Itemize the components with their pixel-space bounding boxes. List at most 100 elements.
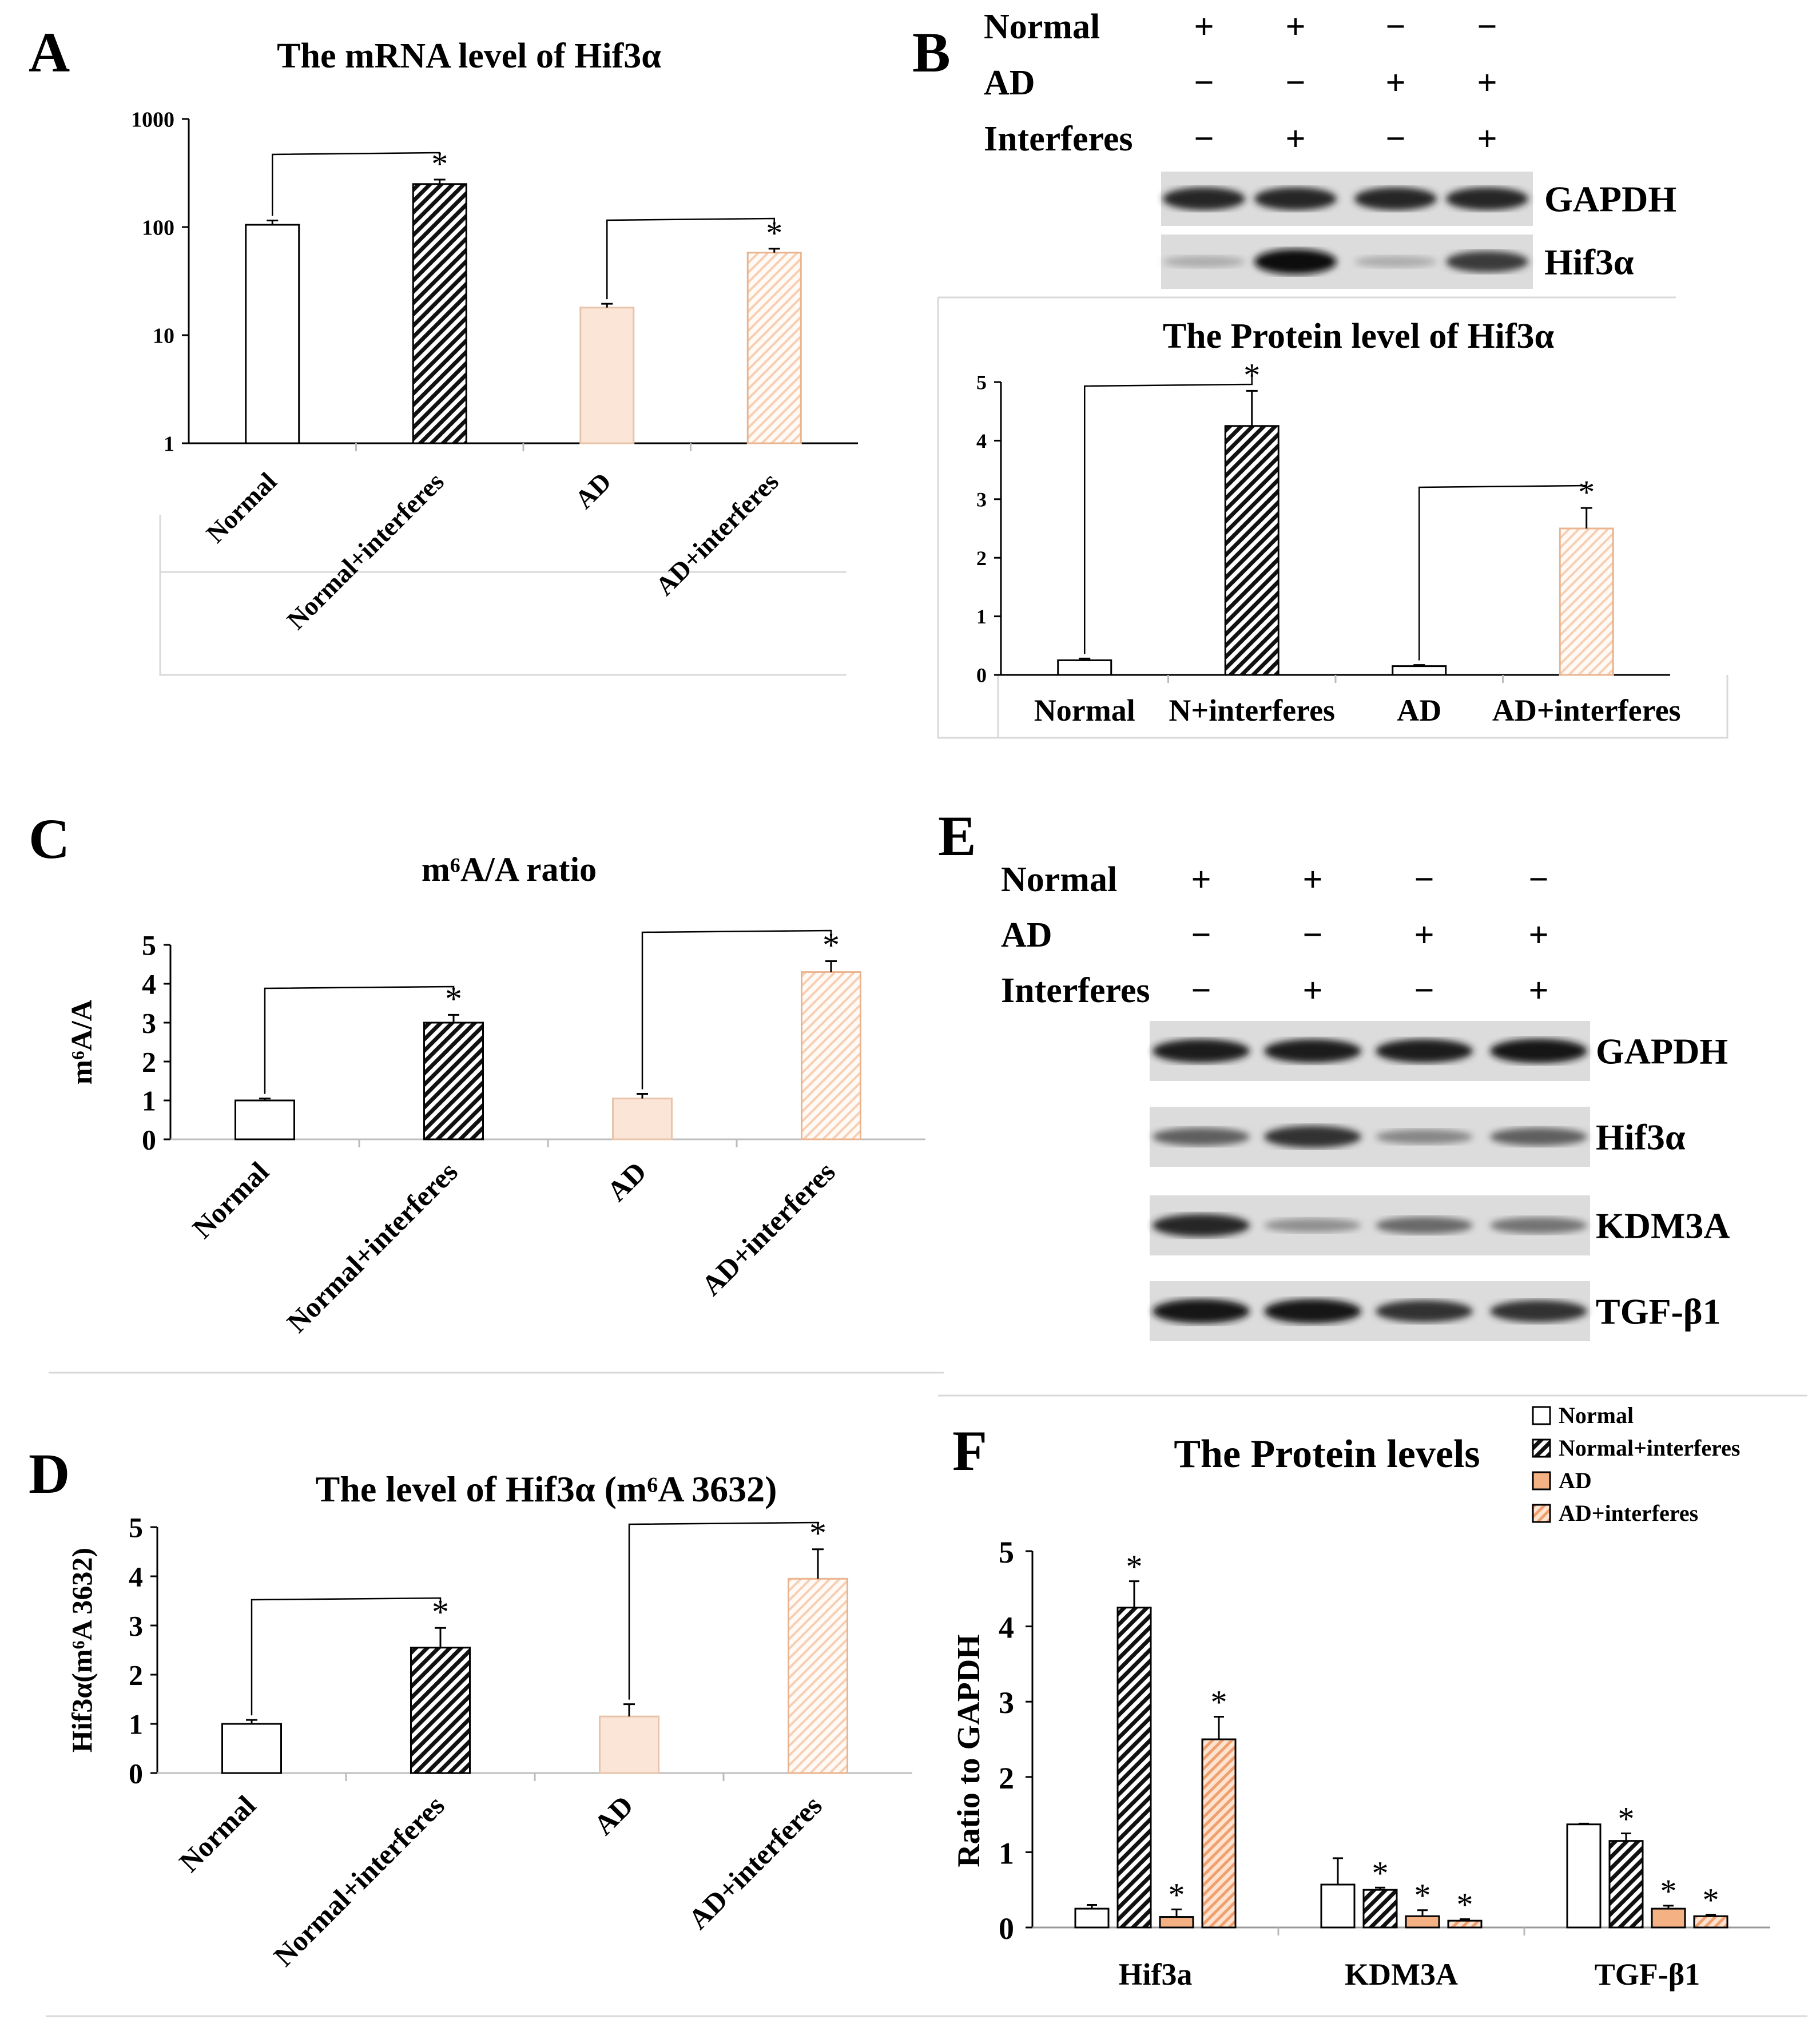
blot-band	[1264, 1299, 1361, 1323]
y-tick-label: 0	[976, 664, 987, 687]
y-axis-label: Ratio to GAPDH	[951, 1634, 987, 1867]
x-tick-label: Normal	[173, 1789, 262, 1878]
chart-title: m⁶A/A ratio	[422, 850, 597, 888]
comparison-bracket	[641, 929, 832, 1090]
blot-band	[1354, 187, 1437, 210]
condition-sign: +	[1528, 971, 1548, 1010]
bar	[1224, 425, 1279, 676]
panel-letter-D: D	[29, 1442, 70, 1505]
bar	[1159, 1916, 1194, 1929]
bar	[1320, 1883, 1356, 1929]
band-label: Hif3α	[1544, 242, 1634, 283]
condition-label: Normal	[1001, 860, 1117, 899]
panel-letter-B: B	[912, 21, 951, 84]
x-tick-label: KDM3A	[1345, 1957, 1458, 1992]
bar	[1201, 1738, 1237, 1929]
significance-star: *	[809, 1515, 826, 1552]
bar	[1392, 665, 1447, 676]
y-tick-label: 3	[142, 1007, 156, 1039]
x-tick-label: AD	[587, 1789, 639, 1841]
y-tick-label: 5	[142, 929, 156, 961]
y-tick-label: 100	[142, 216, 174, 240]
condition-sign: −	[1385, 120, 1405, 158]
blot-band	[1490, 1127, 1587, 1146]
x-tick-label: N+interferes	[1169, 693, 1335, 728]
chart-a: The mRNA level of Hif3α 1 10 100 1000 Normal *…	[131, 37, 858, 635]
y-tick-label: 1	[142, 1085, 156, 1117]
y-tick-label: 0	[129, 1758, 143, 1790]
y-tick-label: 4	[142, 968, 156, 1000]
bar	[423, 1022, 484, 1140]
condition-sign: −	[1385, 7, 1405, 46]
legend-swatch	[1532, 1406, 1551, 1425]
condition-label: AD	[984, 63, 1035, 102]
y-tick-label: 0	[142, 1124, 156, 1156]
significance-star: *	[445, 980, 462, 1018]
y-tick-label: 3	[976, 488, 987, 511]
x-tick-label: AD	[569, 467, 617, 514]
band-label: GAPDH	[1544, 179, 1676, 220]
bar	[612, 1098, 673, 1140]
y-tick-label: 3	[999, 1686, 1014, 1720]
blot-band	[1153, 1299, 1250, 1323]
condition-label: Normal	[984, 7, 1100, 46]
bar	[1362, 1889, 1398, 1929]
blot-band	[1376, 1217, 1473, 1234]
bar	[1074, 1907, 1110, 1929]
chart-title: The level of Hif3α (m⁶A 3632)	[316, 1469, 777, 1509]
blot-band	[1446, 251, 1528, 272]
blot-band	[1254, 187, 1337, 210]
bar	[599, 1715, 659, 1774]
bar	[1608, 1840, 1644, 1929]
significance-star: *	[1578, 474, 1595, 511]
comparison-bracket	[606, 217, 775, 300]
legend-label: AD	[1559, 1468, 1592, 1493]
y-axis-label: m⁶A/A	[66, 999, 98, 1084]
condition-label: Interferes	[1001, 971, 1150, 1010]
x-tick-label: Normal+interferes	[281, 1155, 464, 1338]
blot-band	[1490, 1300, 1587, 1322]
blot-band	[1446, 187, 1528, 210]
condition-sign: −	[1477, 7, 1497, 46]
significance-star: *	[431, 145, 448, 182]
condition-sign: −	[1191, 971, 1211, 1010]
bar	[746, 252, 802, 444]
blot-band	[1354, 256, 1437, 268]
bar	[801, 971, 861, 1140]
blot-band	[1264, 1039, 1361, 1063]
bar	[788, 1577, 848, 1774]
y-tick-label: 5	[129, 1512, 143, 1544]
condition-sign: −	[1414, 971, 1434, 1010]
bar	[1405, 1915, 1440, 1929]
blot-band	[1264, 1126, 1361, 1148]
significance-star: *	[1414, 1877, 1431, 1914]
condition-sign: +	[1477, 63, 1497, 102]
y-tick-label: 4	[976, 430, 987, 452]
panel-letter-E: E	[938, 804, 976, 868]
y-tick-label: 2	[129, 1659, 143, 1691]
bar	[1116, 1607, 1152, 1929]
chart-f: The Protein levels 0 1 2 3 4 5 Ratio to GAPDH * *…	[951, 1402, 1770, 1992]
y-tick-label: 4	[999, 1611, 1014, 1645]
y-tick-label: 2	[142, 1046, 156, 1078]
chart-title: The Protein levels	[1174, 1432, 1480, 1476]
significance-star: *	[1211, 1684, 1227, 1721]
condition-sign: −	[1194, 120, 1214, 158]
blot-band	[1153, 1127, 1250, 1146]
blot-band	[1490, 1039, 1587, 1063]
blot-band	[1153, 1214, 1250, 1237]
band-label: KDM3A	[1596, 1206, 1730, 1246]
blot-band	[1163, 256, 1245, 268]
significance-star: *	[1618, 1801, 1635, 1838]
condition-sign: −	[1414, 860, 1434, 899]
chart-b: The Protein level of Hif3α 0 1 2 3 4 5 Normal * N…	[976, 317, 1681, 728]
x-tick-label: AD	[601, 1155, 653, 1207]
significance-star: *	[1169, 1876, 1185, 1913]
western-blot-e: Normal + + − − AD − − + + Interferes − + − + GAPDH Hif3α…	[1001, 860, 1730, 1341]
blot-band	[1490, 1217, 1587, 1234]
western-blot-b: Normal + + − − AD − − + + Interferes − + − + GAPDH Hif3α	[984, 7, 1676, 289]
significance-star: *	[1126, 1548, 1143, 1585]
bar	[1057, 659, 1112, 676]
condition-label: Interferes	[984, 120, 1133, 158]
